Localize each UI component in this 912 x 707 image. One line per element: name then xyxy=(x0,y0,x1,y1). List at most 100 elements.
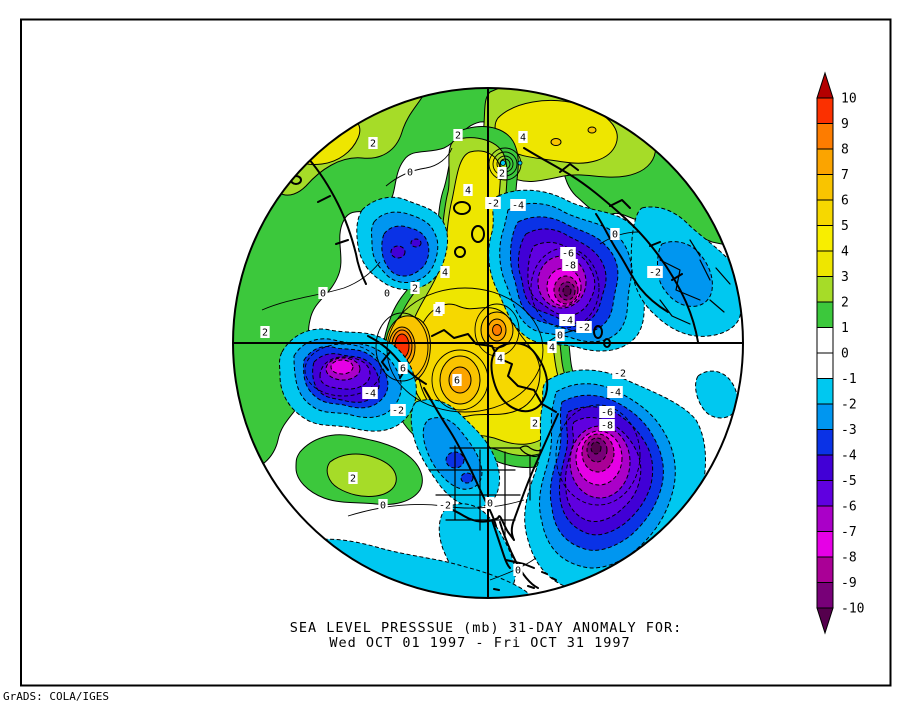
contour-label-box xyxy=(555,329,565,341)
colorbar-label: -3 xyxy=(841,423,857,438)
rim-amber-fleck-2 xyxy=(587,126,597,134)
contour-label-box xyxy=(497,167,507,179)
colorbar-segment xyxy=(816,174,834,201)
contour-label: 0 xyxy=(487,499,493,510)
contour-label-box xyxy=(599,419,615,431)
colorbar-arrow-down xyxy=(816,607,834,635)
contour-label: -4 xyxy=(609,388,621,399)
contour-label-box xyxy=(607,386,623,398)
contour-label-box xyxy=(260,326,270,338)
contour-label-box xyxy=(390,404,406,416)
british-isle-1 xyxy=(593,325,603,339)
colorbar-segment xyxy=(816,403,834,430)
contour-label-box xyxy=(410,282,420,294)
rim-amber-fleck-1 xyxy=(550,138,562,146)
colorbar-segment xyxy=(816,327,834,354)
colorbar-label: 8 xyxy=(841,143,849,158)
grads-signature: GrADS: COLA/IGES xyxy=(3,690,109,703)
scandinavia-coast xyxy=(595,213,669,313)
contour-label: 0 xyxy=(515,566,521,577)
contour-label: -8 xyxy=(601,421,613,432)
eurasia-coast-detail xyxy=(559,163,683,281)
contour-label: 2 xyxy=(412,284,418,295)
contour-label: -8 xyxy=(564,261,576,272)
contour-label: 2 xyxy=(499,169,505,180)
contour-label-box xyxy=(510,199,526,211)
contour-label: 2 xyxy=(350,474,356,485)
contour-label: 2 xyxy=(370,139,376,150)
colorbar-segment xyxy=(816,199,834,226)
colorbar-label: -6 xyxy=(841,500,857,515)
colorbar-segment xyxy=(816,123,834,150)
contour-label: -2 xyxy=(439,501,451,512)
colorbar-segment xyxy=(816,301,834,328)
contour-label-box xyxy=(559,314,575,326)
siberian-island-2 xyxy=(471,225,485,243)
contour-label-box xyxy=(610,228,620,240)
colorbar-segment xyxy=(816,148,834,175)
contour-label-box xyxy=(398,362,408,374)
contour-label: -2 xyxy=(392,406,404,417)
colorbar-segment xyxy=(816,378,834,405)
colorbar-label: 9 xyxy=(841,117,849,132)
colorbar-segment xyxy=(816,531,834,558)
contour-label: 4 xyxy=(549,343,555,354)
siberian-island-3 xyxy=(454,246,466,258)
contour-label-box xyxy=(440,266,450,278)
atl-low-core xyxy=(590,441,602,455)
contour-label-box xyxy=(453,129,463,141)
colorbar-segment xyxy=(816,480,834,507)
contour-label-box xyxy=(405,166,415,178)
contour-label: 6 xyxy=(454,376,460,387)
contour-label-box xyxy=(518,131,528,143)
colorbar-label: 10 xyxy=(841,92,857,107)
colorbar-arrow-up xyxy=(816,71,834,99)
contour-label: 4 xyxy=(520,133,526,144)
colorbar-label: -1 xyxy=(841,372,857,387)
contour-label: 0 xyxy=(407,168,413,179)
contour-label: 0 xyxy=(612,230,618,241)
colorbar-label: 4 xyxy=(841,245,849,260)
colorbar-segment xyxy=(816,352,834,379)
bullseye-cyan-fleck xyxy=(500,160,506,166)
contour-label-box xyxy=(513,564,523,576)
colorbar-label: 7 xyxy=(841,168,849,183)
europe-blue xyxy=(657,241,713,307)
contour-label-box xyxy=(599,406,615,418)
colorbar-label: 1 xyxy=(841,321,849,336)
contour-label: 2 xyxy=(532,419,538,430)
contour-label: 4 xyxy=(442,268,448,279)
colorbar-segment xyxy=(816,225,834,252)
contour-label: -2 xyxy=(487,199,499,210)
contour-label-box xyxy=(647,266,663,278)
contour-label-box xyxy=(318,287,328,299)
nordic-low-indigo-1 xyxy=(390,245,406,259)
contour-label-box xyxy=(547,341,557,353)
colorbar-label: -2 xyxy=(841,398,857,413)
contour-label-box xyxy=(437,499,453,511)
contour-label-box xyxy=(612,367,628,379)
na-strongblue-2 xyxy=(460,472,474,484)
contour-label-box xyxy=(485,497,495,509)
colorbar-label: -8 xyxy=(841,551,857,566)
great-lakes xyxy=(519,445,543,457)
contour-label-box xyxy=(530,417,540,429)
colorbar-label: 6 xyxy=(841,194,849,209)
colorbar-label: -9 xyxy=(841,576,857,591)
contour-label-box xyxy=(560,247,576,259)
contour-label: -2 xyxy=(649,268,661,279)
colorbar-segment xyxy=(816,582,834,609)
contour-label-box xyxy=(348,472,358,484)
contour-label-box xyxy=(382,287,392,299)
map-boundary-circle xyxy=(232,87,744,599)
contour-label: -2 xyxy=(578,323,590,334)
contour-label-box xyxy=(362,387,378,399)
colorbar-label: 0 xyxy=(841,347,849,362)
contour-label: -2 xyxy=(614,369,626,380)
bullseye-cyan-fleck-2 xyxy=(517,160,523,166)
europe-borders xyxy=(659,239,731,325)
contour-label-box xyxy=(463,184,473,196)
siberian-island-1 xyxy=(453,201,471,215)
